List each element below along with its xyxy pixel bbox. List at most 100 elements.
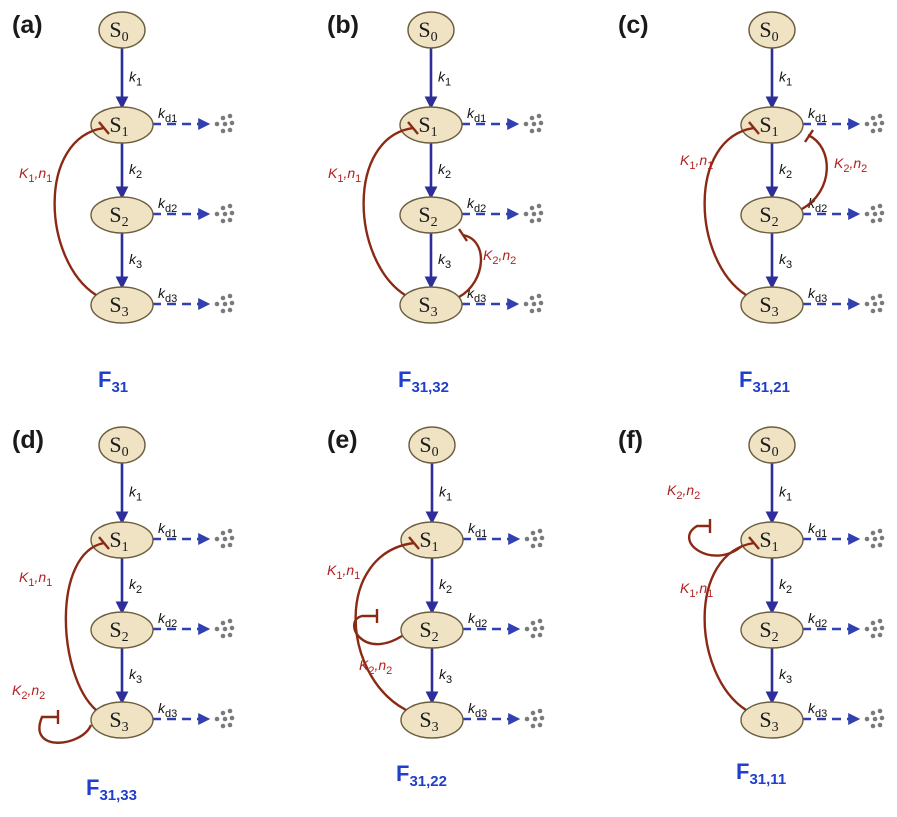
state-label-s1-sub: 1 [122,125,129,140]
state-label-s3-main: S [109,292,121,317]
feedback-parameter-label: K2,n2 [834,155,867,175]
feedback-comma: , [682,482,686,498]
feedback-n-sub: 2 [510,255,516,267]
production-rate-label-main: k [129,484,137,500]
state-label-s1-sub: 1 [432,540,439,555]
state-label-s1: S1 [419,527,438,555]
feedback-parameter-label: K1,n1 [19,569,52,589]
production-rate-label-sub: 2 [786,584,792,596]
degradation-rate-label-main: k [808,610,816,626]
production-rate-label-main: k [438,161,446,177]
production-rate-label-sub: 1 [786,77,792,89]
state-label-s1-sub: 1 [431,125,438,140]
feedback-K: K [667,482,677,498]
feedback-n: n [699,152,707,168]
production-rate-label-sub: 3 [446,674,452,686]
production-rate-label: k2 [129,576,142,596]
degradation-rate-label-main: k [158,700,166,716]
degradation-rate-label-main: k [808,520,816,536]
panel-caption: F31,32 [398,367,449,396]
degradation-rate-label-main: k [158,610,166,626]
state-node-s0 [408,426,456,464]
production-rate-label-sub: 3 [786,259,792,271]
production-rate-label-main: k [779,161,787,177]
degradation-product-dots [524,708,545,729]
feedback-K-sub: 1 [689,160,695,172]
state-node-s0 [748,11,796,49]
feedback-K-sub: 1 [337,173,343,185]
feedback-n: n [346,562,354,578]
feedback-K: K [680,580,690,596]
degradation-rate-label-main: k [808,700,816,716]
feedback-inhibition-s3-to-s1 [362,126,414,297]
feedback-n: n [699,580,707,596]
state-label-s1-main: S [109,527,121,552]
degradation-rate-label-sub: d1 [165,528,177,540]
degradation-rate-label-main: k [468,610,476,626]
degradation-rate-label-main: k [468,520,476,536]
state-label-s2-main: S [419,617,431,642]
feedback-K-sub: 1 [336,570,342,582]
state-label-s1-main: S [759,527,771,552]
inhibition-bar [804,129,814,143]
feedback-K-sub: 2 [368,665,374,677]
degradation-rate-label-main: k [158,520,166,536]
degradation-product-dots [523,203,544,224]
state-node-s1 [399,106,463,144]
degradation-product-dots [524,618,545,639]
feedback-n: n [378,657,386,673]
state-label-s2-main: S [759,617,771,642]
feedback-K: K [19,165,29,181]
degradation-rate-label: kd2 [808,195,827,215]
state-node-s2 [90,196,154,234]
production-rate-label-main: k [779,666,787,682]
degradation-rate-label: kd2 [158,610,177,630]
production-rate-label: k2 [779,576,792,596]
state-label-s3-main: S [109,707,121,732]
caption-main: F [98,367,111,392]
degradation-product-dots [864,618,885,639]
feedback-inhibition-s3-to-s1 [53,126,105,297]
state-label-s3: S3 [109,292,128,320]
state-label-s0: S0 [759,432,778,460]
state-label-s2-sub: 2 [122,215,129,230]
feedback-comma: , [695,152,699,168]
feedback-parameter-label: K1,n1 [19,165,52,185]
feedback-parameter-label: K2,n2 [667,482,700,502]
degradation-rate-label-main: k [158,195,166,211]
state-label-s1-main: S [418,112,430,137]
feedback-n-sub: 1 [354,570,360,582]
panel-e: (e)k1k2k3kd1kd2kd3S0S1S2S3K1,n1K2,n2F31,… [327,426,545,790]
state-node-s3 [399,286,463,324]
production-rate-label-main: k [439,484,447,500]
production-rate-label-main: k [439,576,447,592]
degradation-product-dots [864,528,885,549]
degradation-rate-label: kd1 [808,105,827,125]
feedback-comma: , [343,165,347,181]
production-rate-label-sub: 2 [136,169,142,181]
production-rate-label-sub: 3 [786,674,792,686]
feedback-inhibition-self-s1 [688,524,743,557]
degradation-rate-label-main: k [158,105,166,121]
feedback-comma: , [342,562,346,578]
state-label-s3: S3 [418,292,437,320]
state-label-s1-main: S [419,527,431,552]
degradation-rate-label: kd1 [467,105,486,125]
feedback-n: n [347,165,355,181]
state-label-s2-sub: 2 [122,630,129,645]
state-label-s2-sub: 2 [432,630,439,645]
feedback-comma: , [27,682,31,698]
state-node-s0 [407,11,455,49]
feedback-n: n [38,165,46,181]
degradation-product-dots [524,528,545,549]
caption-sub: 31,11 [749,771,786,788]
production-rate-label: k2 [439,576,452,596]
state-label-s1-sub: 1 [772,125,779,140]
feedback-n: n [31,682,39,698]
degradation-product-dots [214,113,235,134]
degradation-rate-label-sub: d1 [475,528,487,540]
degradation-rate-label-sub: d2 [475,618,487,630]
state-label-s0-main: S [759,432,771,457]
caption-main: F [396,761,409,786]
